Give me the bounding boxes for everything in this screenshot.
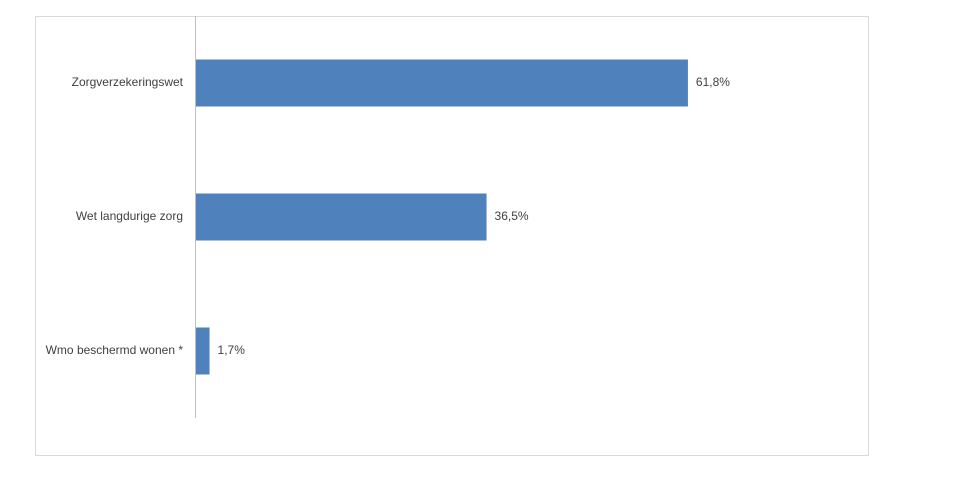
bar xyxy=(196,327,210,375)
y-tick-label: Wmo beschermd wonen * xyxy=(46,343,184,357)
data-label: 36,5% xyxy=(495,209,529,223)
y-tick-label: Wet langdurige zorg xyxy=(76,209,183,223)
bar xyxy=(196,59,688,107)
data-label: 1,7% xyxy=(218,343,246,357)
bar xyxy=(196,193,487,241)
data-label: 61,8% xyxy=(696,75,730,89)
y-tick-label: Zorgverzekeringswet xyxy=(72,75,184,89)
